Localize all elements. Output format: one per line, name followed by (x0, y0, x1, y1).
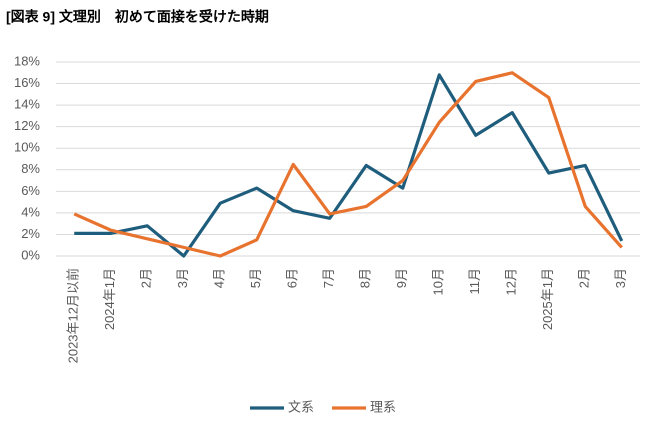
x-tick-label: 7月 (321, 268, 336, 288)
x-tick-label: 3月 (175, 268, 190, 288)
y-tick-label: 10% (14, 140, 40, 155)
x-tick-label: 4月 (212, 268, 227, 288)
x-tick-label: 2月 (577, 268, 592, 288)
y-tick-label: 2% (21, 226, 40, 241)
y-tick-label: 8% (21, 161, 40, 176)
x-tick-label: 2023年12月以前 (66, 268, 81, 363)
x-tick-label: 3月 (613, 268, 628, 288)
y-tick-label: 12% (14, 118, 40, 133)
x-tick-label: 12月 (504, 268, 519, 295)
legend: 文系 理系 (250, 399, 396, 414)
x-tick-label: 2025年1月 (540, 268, 555, 330)
y-tick-label: 18% (14, 53, 40, 68)
x-tick-label: 2024年1月 (102, 268, 117, 330)
x-tick-label: 11月 (467, 268, 482, 295)
x-tick-label: 2月 (139, 268, 154, 288)
x-tick-label: 10月 (431, 268, 446, 295)
y-tick-label: 14% (14, 97, 40, 112)
y-tick-label: 16% (14, 75, 40, 90)
legend-label: 理系 (370, 399, 396, 414)
line-series (74, 73, 624, 258)
x-tick-label: 8月 (358, 268, 373, 288)
y-tick-label: 6% (21, 183, 40, 198)
x-tick-label: 9月 (394, 268, 409, 288)
x-tick-label: 5月 (248, 268, 263, 288)
y-tick-label: 4% (21, 204, 40, 219)
legend-label: 文系 (288, 399, 314, 414)
x-tick-label: 6月 (285, 268, 300, 288)
chart-title: [図表 9] 文理別 初めて面接を受けた時期 (6, 9, 269, 25)
line-series (73, 71, 623, 258)
y-tick-label: 0% (21, 247, 40, 262)
